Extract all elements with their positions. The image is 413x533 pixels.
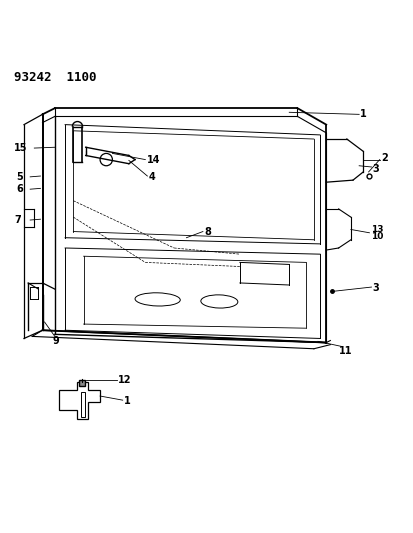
Text: 9: 9 — [53, 335, 59, 345]
Text: 3: 3 — [372, 284, 379, 293]
Text: 15: 15 — [14, 143, 27, 153]
Text: 8: 8 — [204, 227, 211, 237]
Text: 6: 6 — [16, 184, 23, 194]
Text: 12: 12 — [117, 375, 131, 385]
Text: 3: 3 — [372, 164, 379, 174]
Text: 1: 1 — [123, 396, 131, 406]
Text: 14: 14 — [146, 156, 160, 165]
Text: 5: 5 — [16, 172, 23, 182]
Text: 7: 7 — [14, 215, 21, 225]
Text: 4: 4 — [148, 172, 155, 182]
Text: 93242  1100: 93242 1100 — [14, 71, 96, 84]
Text: 13: 13 — [370, 224, 382, 233]
Text: 11: 11 — [338, 346, 351, 356]
Text: 2: 2 — [380, 154, 387, 163]
Text: 1: 1 — [359, 109, 366, 119]
Text: 10: 10 — [370, 232, 382, 241]
